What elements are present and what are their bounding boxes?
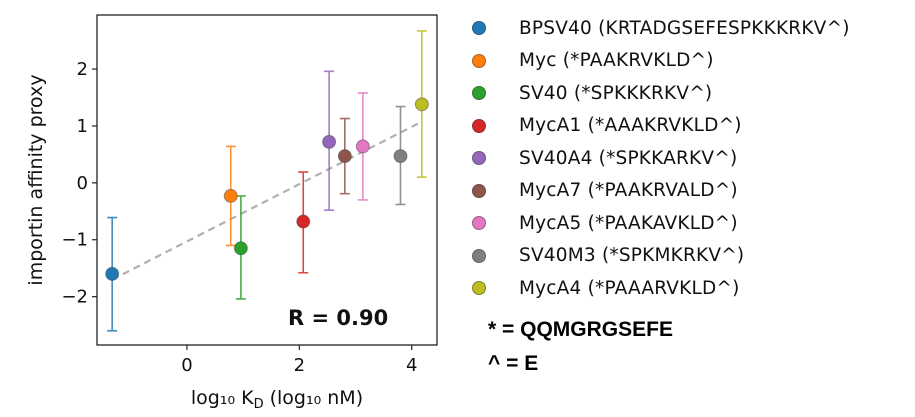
legend-label: MycA4 (*PAAARVKLD^) (519, 277, 740, 299)
legend-marker (472, 21, 486, 36)
legend-item: MycA1 (*AAAKRVKLD^) (468, 110, 850, 143)
legend-item: SV40M3 (*SPKMKRKV^) (468, 240, 850, 273)
r-value-annotation: R = 0.90 (288, 306, 388, 330)
legend: BPSV40 (KRTADGSEFESPKKKRKV^) Myc (*PAAKRV… (468, 12, 850, 305)
legend-label: BPSV40 (KRTADGSEFESPKKKRKV^) (519, 17, 850, 39)
note-caret: ^ = E (488, 352, 539, 375)
y-tick-label: −2 (61, 287, 88, 308)
legend-label: MycA1 (*AAAKRVKLD^) (519, 115, 742, 137)
legend-label: MycA5 (*PAAKAVKLD^) (519, 212, 738, 234)
x-tick-label: 0 (181, 355, 192, 376)
legend-marker (472, 248, 486, 263)
legend-label: Myc (*PAAKRVKLD^) (519, 50, 714, 72)
x-axis-label-rest: (log₁₀ nM) (264, 387, 364, 409)
legend-label: SV40M3 (*SPKMKRKV^) (519, 245, 745, 267)
legend-label: SV40A4 (*SPKKARKV^) (519, 147, 738, 169)
legend-item: SV40 (*SPKKKRKV^) (468, 77, 850, 110)
data-point (393, 149, 408, 164)
sequence-notes: * = QQMGRGSEFE ^ = E (488, 313, 673, 381)
x-tick-label: 2 (294, 355, 305, 376)
data-point (337, 149, 352, 164)
note-star: * = QQMGRGSEFE (488, 318, 673, 341)
legend-label: SV40 (*SPKKKRKV^) (519, 82, 713, 104)
legend-marker (472, 183, 486, 198)
legend-marker (472, 216, 486, 231)
legend-marker (472, 151, 486, 166)
legend-item: MycA7 (*PAAKRVALD^) (468, 175, 850, 208)
data-point (355, 139, 370, 154)
x-axis-label: log₁₀ KD (log₁₀ nM) (191, 387, 363, 412)
legend-marker (472, 86, 486, 101)
data-point (296, 214, 311, 229)
legend-marker (472, 281, 486, 296)
scatter-plot: 0 2 4 −2 −1 0 1 2 R = 0.90 importin affinity pr… (25, 14, 438, 412)
y-tick-label: 0 (77, 173, 88, 194)
fit-line (111, 120, 422, 281)
y-tick-label: 1 (77, 116, 88, 137)
legend-label: MycA7 (*PAAKRVALD^) (519, 180, 738, 202)
legend-item: MycA4 (*PAAARVKLD^) (468, 272, 850, 305)
data-point (105, 266, 120, 281)
legend-item: BPSV40 (KRTADGSEFESPKKKRKV^) (468, 12, 850, 45)
legend-marker (472, 53, 486, 68)
legend-item: Myc (*PAAKRVKLD^) (468, 45, 850, 78)
data-point (233, 241, 248, 256)
data-point (322, 134, 337, 149)
x-tick-label: 4 (406, 355, 417, 376)
x-axis-label-sub: D (254, 397, 264, 412)
legend-marker (472, 118, 486, 133)
y-tick-label: −1 (61, 230, 88, 251)
axes-frame (96, 14, 438, 346)
data-point (223, 188, 238, 203)
legend-item: MycA5 (*PAAKAVKLD^) (468, 207, 850, 240)
y-axis-label: importin affinity proxy (25, 74, 47, 285)
data-point (414, 97, 429, 112)
x-axis-label-main: log₁₀ K (191, 387, 254, 409)
legend-item: SV40A4 (*SPKKARKV^) (468, 142, 850, 175)
y-tick-label: 2 (77, 59, 88, 80)
